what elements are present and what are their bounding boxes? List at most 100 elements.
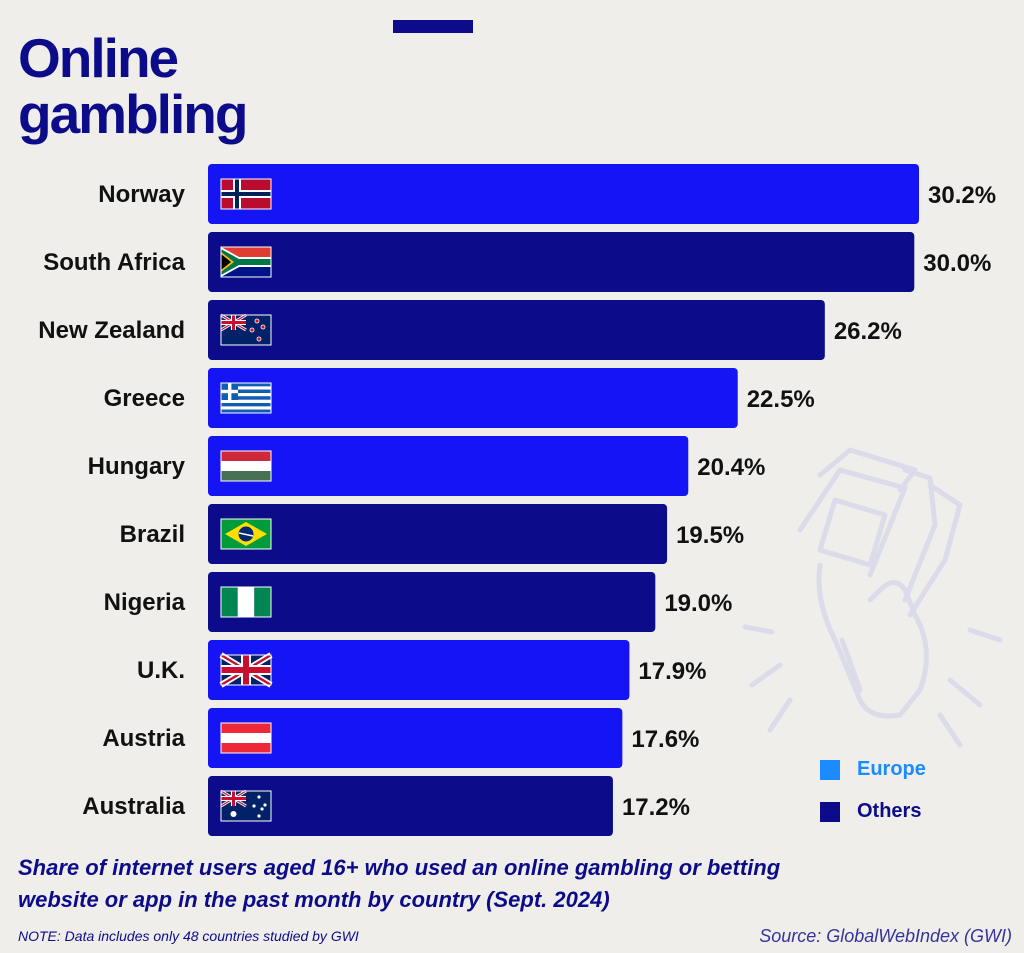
flag-part: [221, 406, 271, 410]
flag-part: [237, 587, 255, 617]
flag-part: [221, 403, 271, 407]
category-label: Brazil: [120, 521, 185, 548]
flag-part: [221, 389, 271, 393]
chart-title: Online gambling: [18, 27, 248, 145]
flag-border: [220, 654, 272, 686]
flag-part: [221, 461, 271, 471]
flag-part: [263, 803, 267, 807]
flag-part: [252, 804, 256, 808]
bar-chart: Norway 30.2% South Africa 30.0% New Zealand 2…: [38, 164, 1003, 836]
bar: [208, 640, 630, 700]
flag-border: [220, 518, 272, 550]
value-label: 26.2%: [834, 318, 902, 345]
flag-part: [221, 451, 271, 461]
flag-part: [221, 409, 271, 413]
value-label: 17.2%: [622, 794, 690, 821]
bar-group: Australia 17.2%: [82, 776, 690, 836]
bar-group: Nigeria 19.0%: [104, 572, 732, 632]
bar-group: Norway 30.2%: [98, 164, 996, 224]
bar: [208, 300, 825, 360]
bar: [208, 232, 915, 292]
greece-flag: [220, 382, 272, 414]
legend-label: Europe: [857, 758, 926, 780]
south-africa-flag: [220, 246, 272, 278]
brazil-flag: [220, 518, 272, 550]
chart-caption: Share of internet users aged 16+ who use…: [18, 855, 781, 912]
category-label: Norway: [98, 181, 185, 208]
value-label: 19.5%: [676, 522, 744, 549]
flag-part: [221, 587, 238, 617]
flag-part: [221, 733, 271, 743]
nigeria-flag: [220, 586, 272, 618]
flag-part: [249, 327, 255, 333]
accent-dash: [393, 20, 473, 33]
flag-border: [220, 382, 272, 414]
flag-part: [254, 587, 271, 617]
flag-part: [221, 386, 271, 390]
bar-group: South Africa 30.0%: [43, 232, 991, 292]
value-label: 22.5%: [747, 386, 815, 413]
value-label: 20.4%: [697, 454, 765, 481]
category-label: U.K.: [137, 657, 185, 684]
uk-flag: [219, 652, 273, 688]
bar: [208, 504, 668, 564]
flag-part: [221, 396, 271, 400]
bar-group: New Zealand 26.2%: [38, 300, 902, 360]
bar: [208, 164, 919, 224]
flag-part: [238, 532, 254, 537]
category-label: Australia: [82, 793, 185, 820]
value-label: 30.2%: [928, 182, 996, 209]
bar-group: Hungary 20.4%: [88, 436, 765, 496]
flag-part: [254, 318, 260, 324]
flag-border: [220, 178, 272, 210]
flag-border: [220, 314, 272, 346]
flag-part: [260, 807, 264, 811]
flag-part: [221, 389, 238, 394]
category-label: New Zealand: [38, 317, 185, 344]
bar: [208, 572, 656, 632]
flag-part: [221, 192, 271, 196]
flag-part: [221, 723, 271, 733]
flag-part: [221, 393, 271, 397]
legend-swatch: [820, 802, 840, 822]
value-label: 17.6%: [631, 726, 699, 753]
flag-part: [221, 249, 271, 275]
legend-swatch: [820, 760, 840, 780]
australia-flag: [220, 789, 272, 822]
category-label: Austria: [102, 725, 185, 752]
flag-part: [221, 743, 271, 753]
flag-part: [230, 811, 237, 817]
flag-border: [220, 790, 272, 822]
flag-part: [221, 321, 246, 324]
hand-holding-money-icon: [742, 447, 1003, 748]
flag-part: [260, 324, 266, 330]
bar-group: U.K. 17.9%: [137, 640, 706, 700]
bar: [208, 368, 738, 428]
bar: [208, 436, 689, 496]
bar-group: Greece 22.5%: [104, 368, 815, 428]
chart-note: NOTE: Data includes only 48 countries st…: [18, 928, 359, 944]
flag-border: [220, 722, 272, 754]
austria-flag: [220, 722, 272, 754]
value-label: 17.9%: [638, 658, 706, 685]
flag-part: [221, 399, 271, 403]
legend-label: Others: [857, 800, 922, 822]
flag-border: [220, 246, 272, 278]
source-credit: Source: GlobalWebIndex (GWI): [759, 926, 1012, 946]
category-label: Greece: [104, 385, 185, 412]
flag-border: [220, 586, 272, 618]
value-label: 30.0%: [923, 250, 991, 277]
bar: [208, 708, 623, 768]
value-label: 19.0%: [664, 590, 732, 617]
flag-border: [220, 450, 272, 482]
category-label: Nigeria: [104, 589, 186, 616]
flag-part: [221, 254, 231, 270]
new-zealand-flag: [220, 313, 272, 346]
flag-part: [221, 797, 246, 800]
norway-flag: [220, 178, 272, 210]
bar: [208, 776, 613, 836]
bar-group: Austria 17.6%: [102, 708, 699, 768]
category-label: Hungary: [88, 453, 186, 480]
flag-part: [221, 471, 271, 481]
